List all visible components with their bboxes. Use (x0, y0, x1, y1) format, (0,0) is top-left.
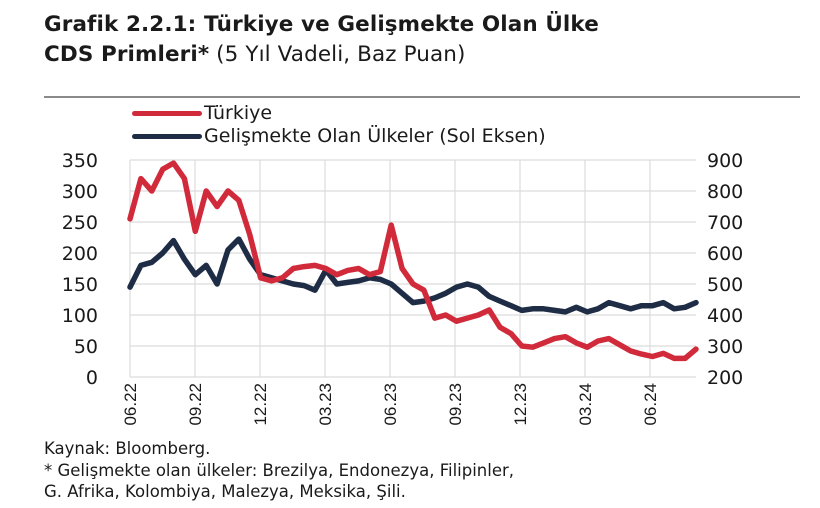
y-right-tick: 600 (707, 243, 743, 265)
x-tick: 03.23 (316, 383, 335, 426)
gridlines (129, 159, 696, 378)
title-subtitle: (5 Yıl Vadeli, Baz Puan) (209, 42, 466, 67)
y-left-tick: 350 (62, 150, 98, 172)
title-divider (44, 96, 800, 98)
title-line-2: CDS Primleri* (44, 42, 210, 67)
footnote-line-1: * Gelişmekte olan ülkeler: Brezilya, End… (44, 460, 515, 480)
x-tick: 12.22 (251, 383, 270, 426)
y-left-tick: 150 (62, 274, 98, 296)
y-right-tick: 400 (707, 305, 743, 327)
x-tick: 12.23 (511, 383, 530, 426)
y-right-tick: 300 (707, 336, 743, 358)
legend-swatch-em (132, 134, 202, 139)
x-tick: 09.22 (186, 383, 205, 426)
series-line-turkiye (127, 160, 699, 362)
legend-label-em: Gelişmekte Olan Ülkeler (Sol Eksen) (204, 125, 546, 147)
series-line-em (127, 236, 699, 315)
y-right-tick: 900 (707, 150, 743, 172)
footnotes: Kaynak: Bloomberg. * Gelişmekte olan ülk… (44, 438, 514, 503)
legend-swatch-turkiye (132, 111, 202, 116)
x-tick: 06.23 (381, 383, 400, 426)
y-left-tick: 250 (62, 212, 98, 234)
y-right-tick: 700 (707, 212, 743, 234)
x-tick: 06.24 (641, 383, 660, 426)
y-left-tick: 300 (62, 181, 98, 203)
legend-label-turkiye: Türkiye (204, 102, 273, 124)
source-note: Kaynak: Bloomberg. (44, 439, 211, 458)
x-axis: 06.22 09.22 12.22 03.23 06.23 09.23 12.23 03.24… (121, 383, 660, 426)
chart-title: Grafik 2.2.1: Türkiye ve Gelişmekte Olan… (44, 10, 814, 70)
y-axis-right: 200 300 400 500 600 700 800 900 (707, 150, 743, 389)
legend-item-turkiye: Türkiye (132, 102, 546, 125)
legend-item-em: Gelişmekte Olan Ülkeler (Sol Eksen) (132, 125, 546, 148)
y-left-tick: 0 (86, 367, 98, 389)
y-axis-left: 0 50 100 150 200 250 300 350 (62, 150, 98, 389)
y-left-tick: 100 (62, 305, 98, 327)
x-tick: 09.23 (446, 383, 465, 426)
footnote-line-2: G. Afrika, Kolombiya, Malezya, Meksika, … (44, 482, 406, 501)
y-left-tick: 50 (74, 336, 98, 358)
y-right-tick: 800 (707, 181, 743, 203)
title-line-1: Grafik 2.2.1: Türkiye ve Gelişmekte Olan… (44, 12, 599, 37)
x-tick: 03.24 (576, 383, 595, 426)
y-right-tick: 500 (707, 274, 743, 296)
x-tick: 06.22 (121, 383, 140, 426)
y-right-tick: 200 (707, 367, 743, 389)
legend: Türkiye Gelişmekte Olan Ülkeler (Sol Eks… (132, 102, 546, 148)
y-left-tick: 200 (62, 243, 98, 265)
